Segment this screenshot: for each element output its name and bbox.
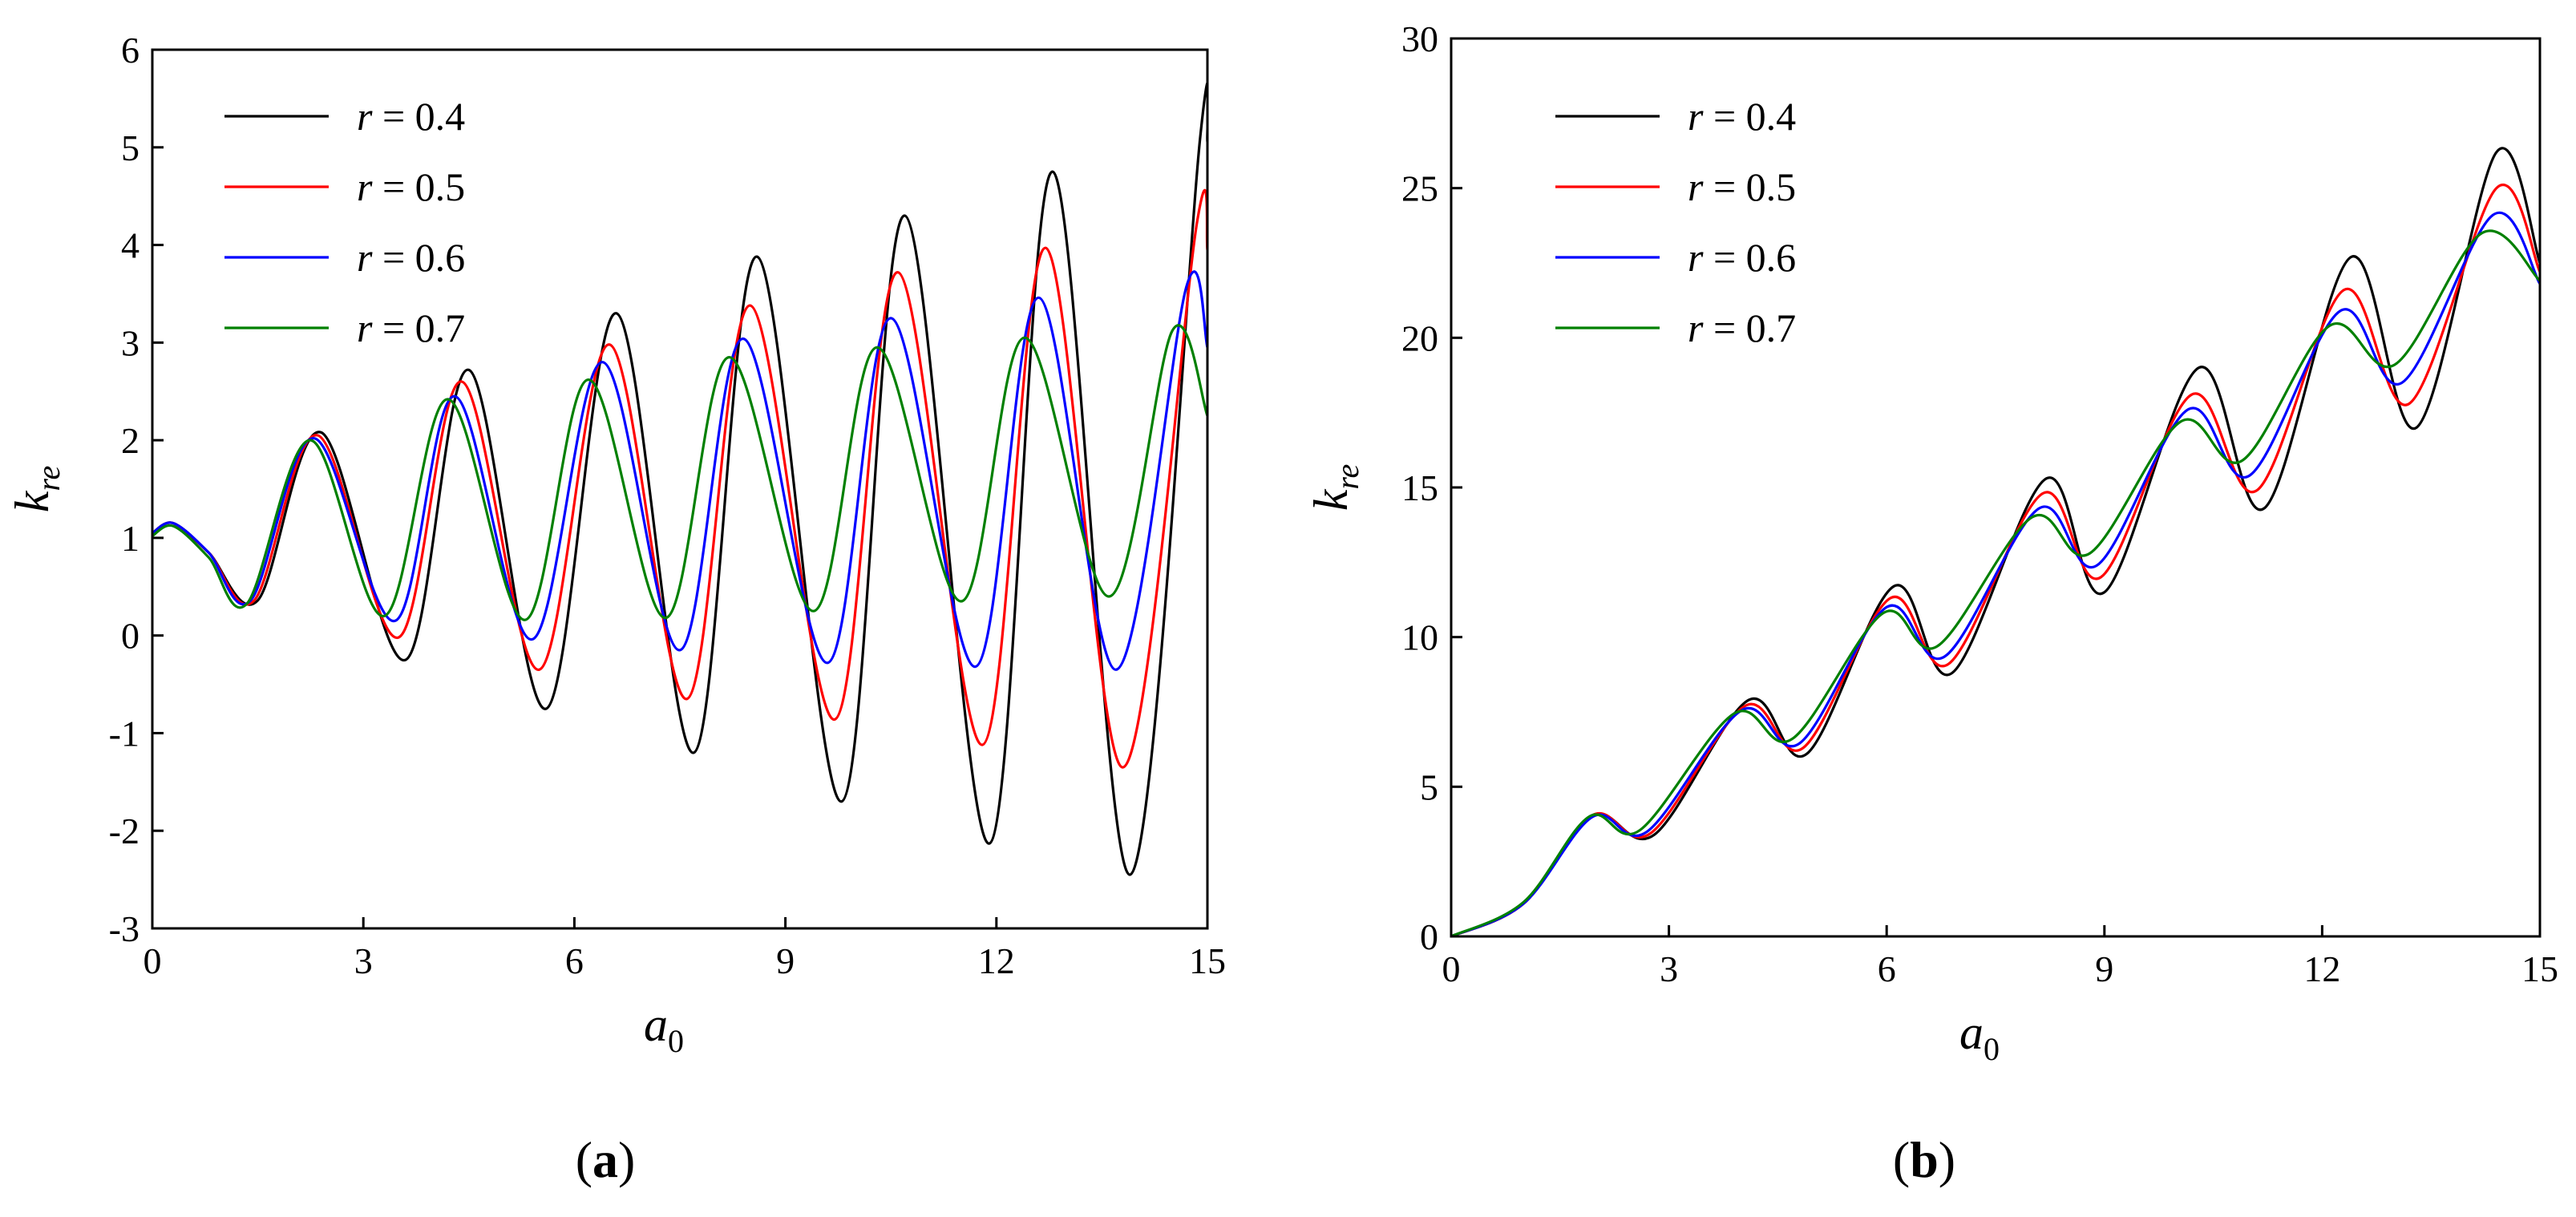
y-tick-label: -1 — [109, 713, 140, 754]
y-tick-label: 0 — [121, 616, 140, 657]
y-tick-label: 20 — [1401, 317, 1438, 358]
legend-label: r = 0.7 — [1688, 305, 1796, 350]
x-tick-label: 15 — [1189, 940, 1226, 981]
y-tick-label: -3 — [109, 908, 140, 949]
y-tick-label: 30 — [1401, 18, 1438, 59]
x-axis-label: a0 — [644, 998, 684, 1059]
y-tick-label: 5 — [1420, 766, 1438, 807]
x-axis-label: a0 — [1959, 1006, 2000, 1067]
y-tick-label: 2 — [121, 420, 140, 461]
y-tick-label: 6 — [121, 30, 140, 71]
x-tick-label: 3 — [1660, 948, 1678, 989]
y-tick-label: 4 — [121, 225, 140, 266]
legend-label: r = 0.7 — [357, 305, 465, 350]
x-tick-label: 6 — [565, 940, 584, 981]
y-axis-label: kre — [6, 466, 67, 512]
y-tick-label: 5 — [121, 127, 140, 168]
y-tick-label: 15 — [1401, 467, 1438, 508]
legend-label: r = 0.4 — [1688, 94, 1796, 139]
x-tick-label: 9 — [776, 940, 795, 981]
legend-label: r = 0.5 — [1688, 164, 1796, 209]
y-tick-label: 25 — [1401, 168, 1438, 209]
y-axis-label: kre — [1304, 464, 1365, 511]
legend: r = 0.4 r = 0.5 r = 0.6 r = 0.7 — [224, 94, 465, 350]
x-tick-label: 0 — [144, 940, 162, 981]
panel-a: 0 3 6 9 12 15 6 5 4 3 2 1 0 -1 -2 -3 a0 kre r = 0.4 r = 0.5… — [6, 30, 1226, 1188]
panel-caption: (b) — [1893, 1131, 1955, 1188]
x-tick-label: 0 — [1442, 948, 1461, 989]
plot-frame — [1450, 37, 2542, 938]
legend-label: r = 0.5 — [357, 164, 465, 209]
panel-caption: (a) — [576, 1131, 636, 1188]
series-line-4 — [1451, 229, 2540, 936]
series-line-3 — [1451, 211, 2540, 936]
y-tick-label: 0 — [1420, 916, 1438, 957]
x-tick-label: 12 — [2303, 948, 2340, 989]
x-tick-label: 6 — [1878, 948, 1896, 989]
legend-label: r = 0.6 — [357, 235, 465, 280]
x-tick-label: 12 — [978, 940, 1015, 981]
plot-frame — [151, 48, 1209, 930]
series-line-4 — [152, 324, 1207, 621]
series-line-1 — [1451, 147, 2540, 936]
x-tick-label: 9 — [2095, 948, 2113, 989]
series-line-1 — [152, 81, 1207, 876]
legend-label: r = 0.6 — [1688, 235, 1796, 280]
legend-label: r = 0.4 — [357, 94, 465, 139]
x-tick-label: 3 — [354, 940, 373, 981]
legend: r = 0.4 r = 0.5 r = 0.6 r = 0.7 — [1555, 94, 1796, 350]
y-tick-label: 1 — [121, 518, 140, 559]
y-tick-label: -2 — [109, 811, 140, 851]
x-tick-label: 15 — [2521, 948, 2558, 989]
series-line-3 — [152, 270, 1207, 671]
y-tick-label: 10 — [1401, 617, 1438, 658]
series-line-2 — [152, 189, 1207, 769]
y-tick-label: 3 — [121, 322, 140, 363]
